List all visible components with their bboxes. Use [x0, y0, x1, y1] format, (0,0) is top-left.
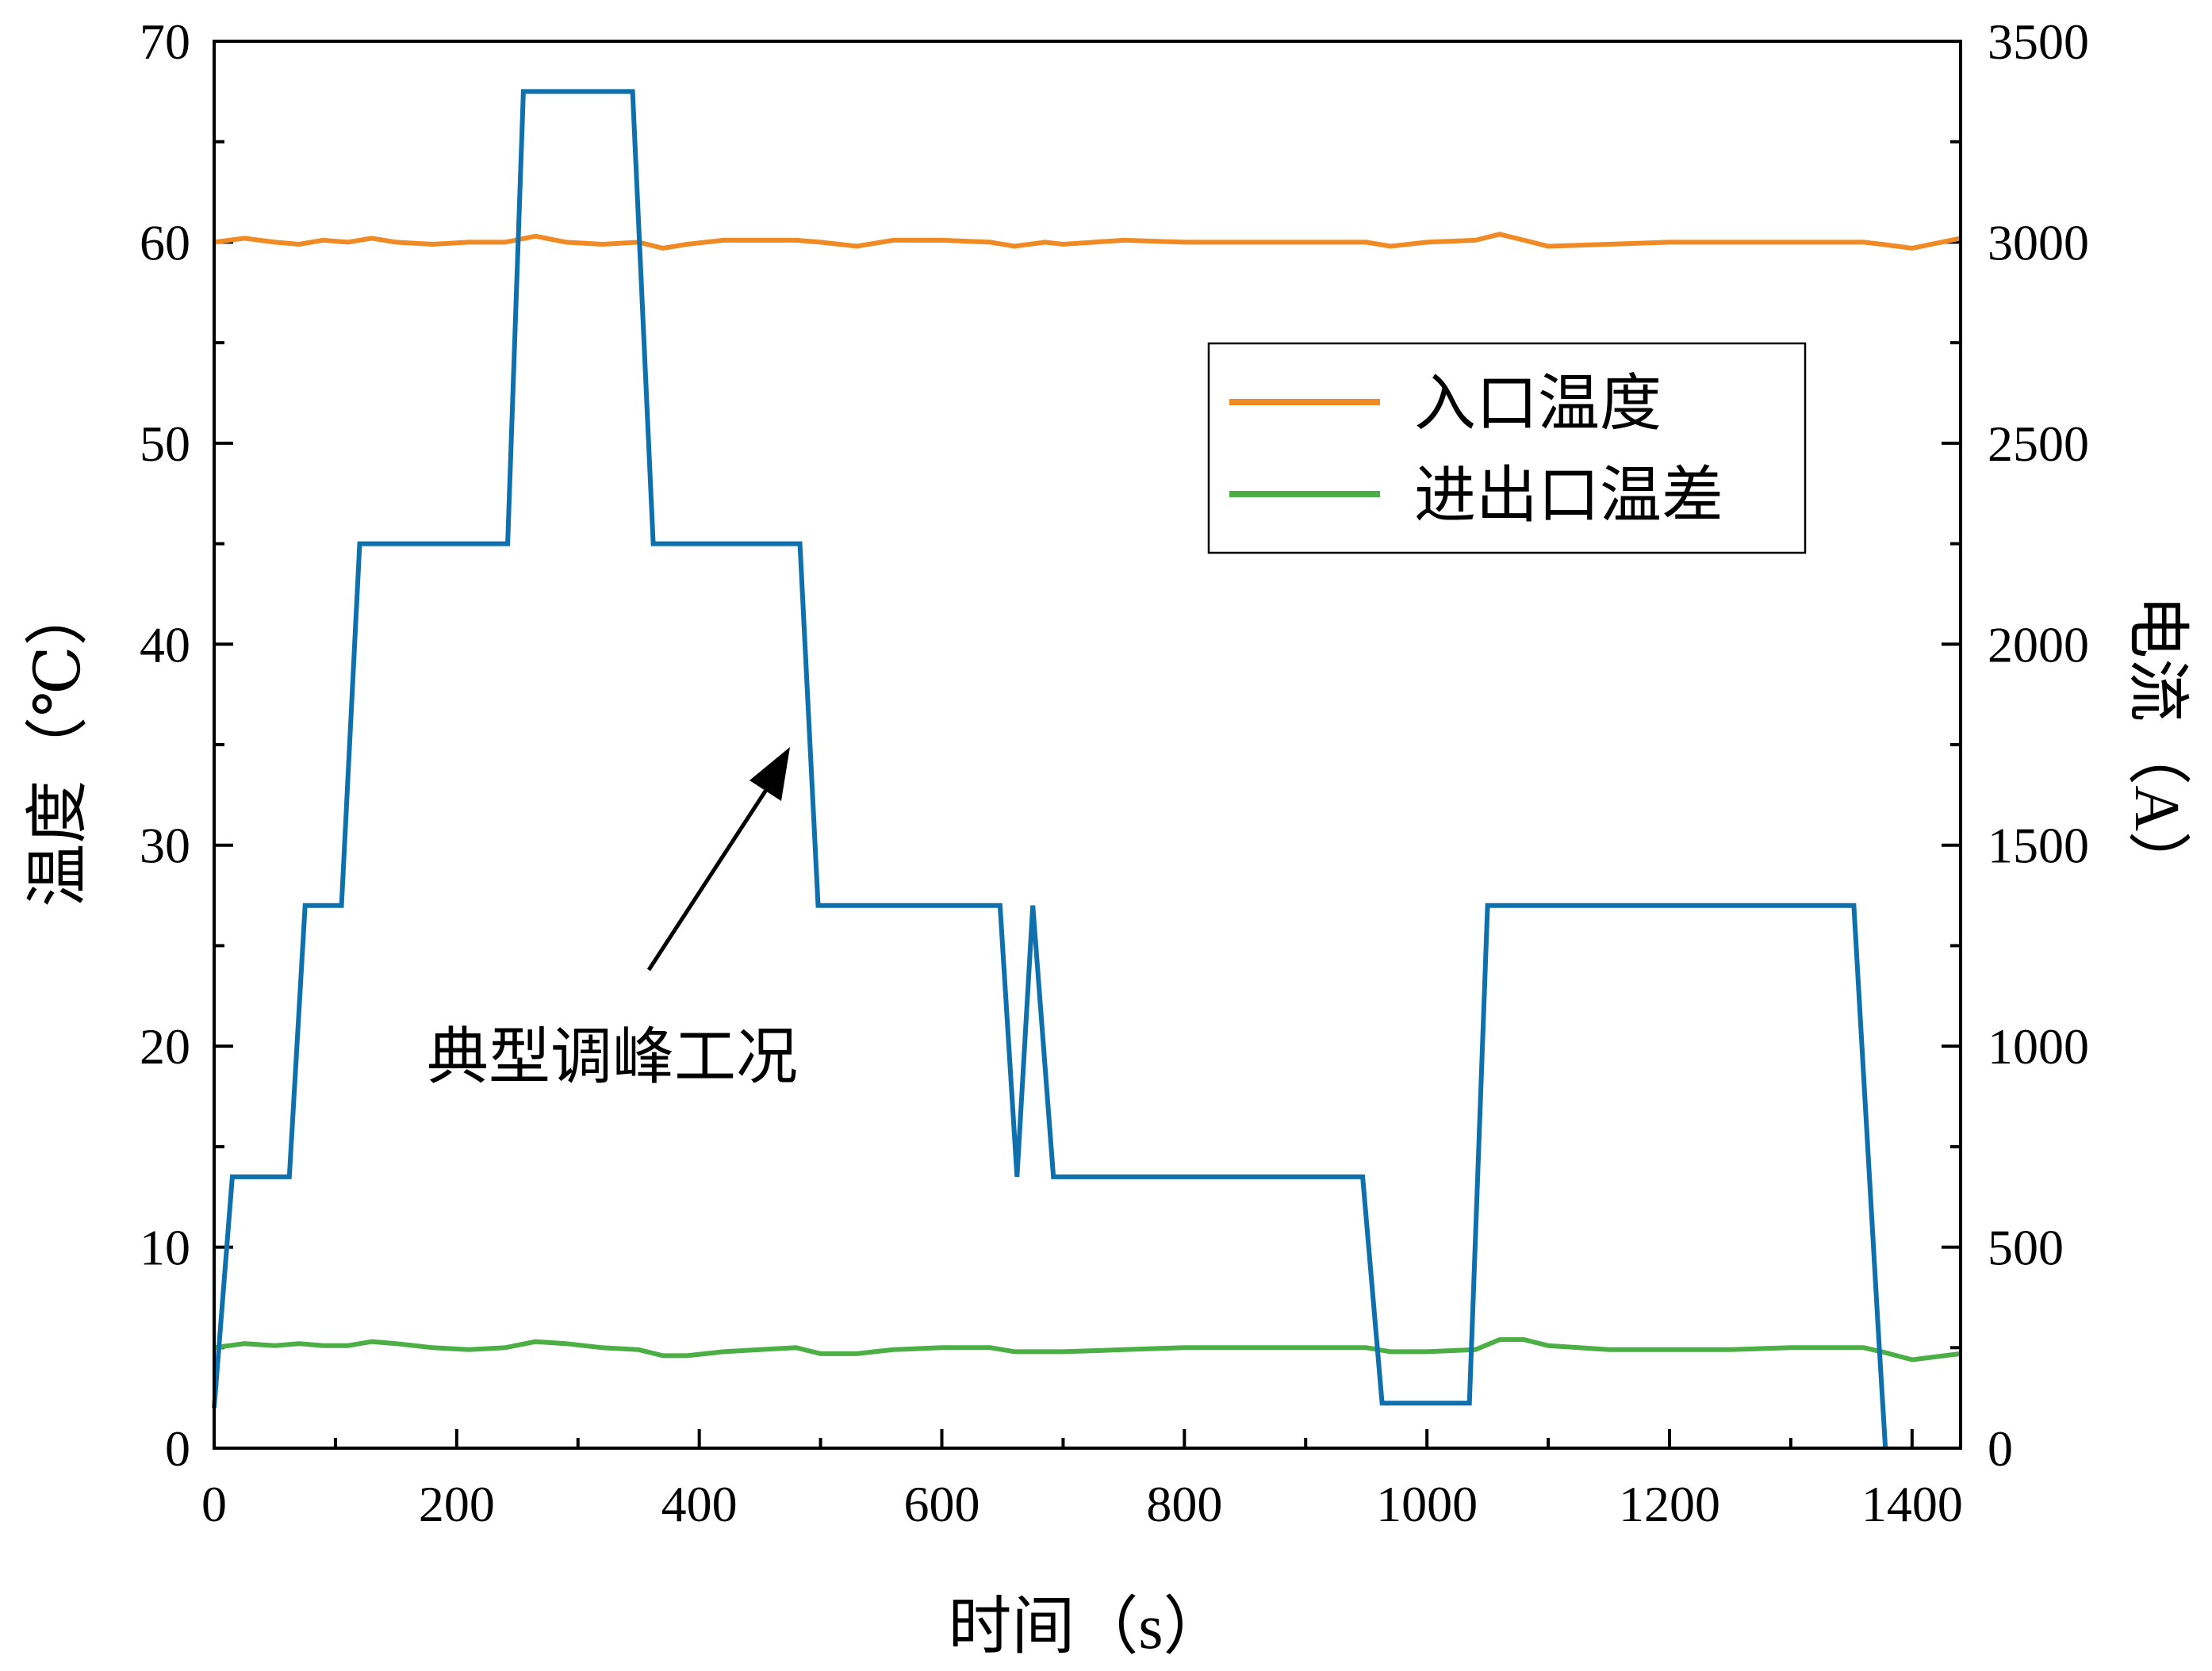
x-tick-label: 0: [201, 1476, 227, 1532]
legend-label-inlet-temp: 入口温度: [1414, 369, 1662, 438]
x-tick-label: 1400: [1861, 1476, 1963, 1532]
y-left-tick-label: 40: [140, 616, 190, 673]
annotation: 典型调峰工况: [427, 747, 798, 1091]
plot-frame: [213, 40, 1962, 1450]
y-right-tick-label: 1500: [1988, 818, 2089, 874]
legend-box: [1207, 342, 1807, 554]
x-axis-title: 时间（s）: [948, 1592, 1226, 1662]
series-line-temp-diff: [213, 1337, 1961, 1362]
y-left-tick-label: 30: [140, 818, 190, 874]
y-left-tick-label: 10: [140, 1220, 190, 1276]
axis-ticks: 0 200 400 600 800 1000 1200 1400 0 10 20 30 40 50 60 70…: [140, 13, 2089, 1532]
x-tick-label: 200: [419, 1476, 495, 1532]
series-line-inlet-temp: [213, 232, 1961, 251]
x-tick-label: 1000: [1376, 1476, 1478, 1532]
y-left-tick-label: 50: [140, 416, 190, 472]
x-tick-label: 600: [904, 1476, 980, 1532]
y-left-tick-label: 20: [140, 1018, 190, 1075]
y-right-tick-label: 2000: [1988, 616, 2089, 673]
series-group: [212, 89, 1961, 1449]
y-right-tick-label: 2500: [1988, 416, 2089, 472]
annotation-arrow-head: [749, 747, 790, 801]
x-tick-label: 1200: [1619, 1476, 1720, 1532]
y-right-tick-label: 0: [1988, 1420, 2013, 1477]
y-left-tick-label: 70: [140, 13, 190, 70]
y-right-tick-label: 3500: [1988, 13, 2089, 70]
annotation-text: 典型调峰工况: [427, 1022, 798, 1091]
y-left-tick-label: 0: [165, 1420, 190, 1477]
annotation-arrow-shaft: [646, 788, 769, 972]
y-right-tick-label: 1000: [1988, 1018, 2089, 1075]
legend: 入口温度 进出口温差: [1207, 342, 1807, 554]
legend-label-temp-diff: 进出口温差: [1414, 461, 1723, 530]
x-tick-label: 800: [1146, 1476, 1222, 1532]
y-axis-right-title: 电流（A）: [2122, 595, 2191, 895]
y-right-tick-label: 3000: [1988, 214, 2089, 270]
y-right-tick-label: 500: [1988, 1220, 2064, 1276]
x-tick-label: 400: [661, 1476, 738, 1532]
series-line-current: [212, 89, 1888, 1449]
y-axis-left-title: 温度（℃）: [24, 582, 94, 907]
y-left-tick-label: 60: [140, 214, 190, 270]
